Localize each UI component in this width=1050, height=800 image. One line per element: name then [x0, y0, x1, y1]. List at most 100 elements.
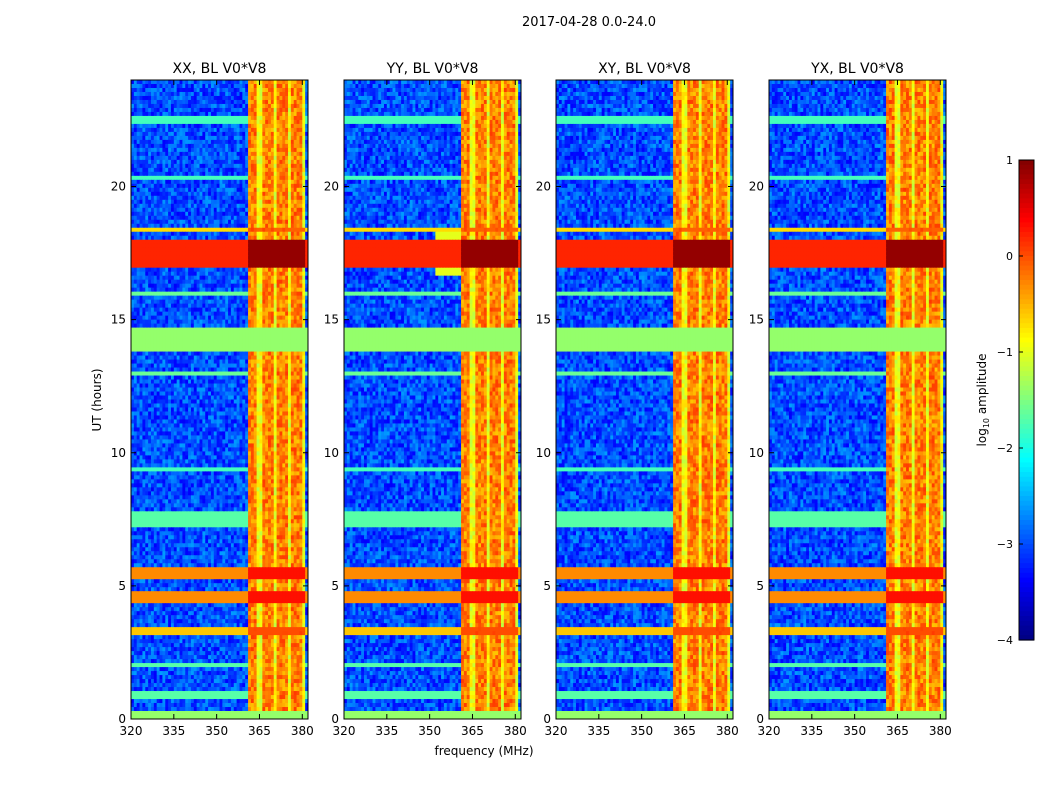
- heatmap-cell: [176, 243, 181, 249]
- heatmap-cell: [242, 87, 246, 93]
- heatmap-cell: [148, 151, 152, 157]
- heatmap-cell: [245, 243, 249, 249]
- heatmap-cell: [205, 287, 209, 293]
- heatmap-cell: [133, 263, 138, 269]
- heatmap-cell: [159, 383, 163, 389]
- heatmap-cell: [299, 223, 303, 229]
- heatmap-cell: [185, 391, 189, 397]
- heatmap-cell: [196, 351, 201, 357]
- heatmap-cell: [139, 307, 144, 313]
- heatmap-cell: [168, 227, 172, 233]
- heatmap-cell: [150, 143, 155, 149]
- heatmap-cell: [150, 235, 155, 241]
- heatmap-cell: [213, 239, 218, 245]
- heatmap-cell: [145, 391, 149, 397]
- heatmap-cell: [133, 319, 138, 325]
- heatmap-cell: [145, 315, 149, 321]
- heatmap-cell: [259, 251, 263, 257]
- heatmap-cell: [262, 203, 266, 209]
- heatmap-cell: [222, 219, 226, 225]
- heatmap-cell: [179, 187, 183, 193]
- heatmap-cell: [268, 279, 272, 285]
- heatmap-cell: [233, 179, 238, 185]
- heatmap-cell: [205, 327, 209, 333]
- heatmap-cell: [136, 367, 141, 373]
- heatmap-cell: [196, 327, 201, 333]
- heatmap-cell: [299, 347, 303, 353]
- heatmap-cell: [156, 179, 161, 185]
- heatmap-cell: [256, 347, 261, 353]
- heatmap-cell: [293, 355, 298, 361]
- heatmap-cell: [293, 331, 298, 337]
- heatmap-cell: [165, 135, 169, 141]
- heatmap-cell: [185, 107, 189, 113]
- heatmap-cell: [282, 379, 286, 385]
- heatmap-cell: [142, 279, 146, 285]
- heatmap-cell: [193, 131, 198, 137]
- heatmap-cell: [185, 211, 189, 217]
- heatmap-cell: [293, 175, 298, 181]
- heatmap-cell: [193, 263, 198, 269]
- heatmap-cell: [136, 167, 141, 173]
- heatmap-cell: [213, 219, 218, 225]
- heatmap-cell: [168, 371, 172, 377]
- heatmap-cell: [188, 239, 192, 245]
- heatmap-cell: [293, 223, 298, 229]
- heatmap-cell: [153, 131, 158, 137]
- heatmap-cell: [165, 171, 169, 177]
- heatmap-cell: [296, 215, 301, 221]
- heatmap-cell: [193, 335, 198, 341]
- heatmap-cell: [285, 275, 289, 281]
- heatmap-cell: [142, 139, 146, 145]
- heatmap-cell: [225, 343, 229, 349]
- heatmap-cell: [170, 335, 175, 341]
- heatmap-cell: [245, 291, 249, 297]
- heatmap-cell: [210, 195, 215, 201]
- heatmap-cell: [302, 307, 306, 313]
- heatmap-cell: [253, 323, 258, 329]
- heatmap-cell: [196, 275, 201, 281]
- heatmap-cell: [250, 187, 255, 193]
- heatmap-cell: [299, 319, 303, 325]
- heatmap-cell: [253, 339, 258, 345]
- heatmap-cell: [150, 87, 155, 93]
- heatmap-cell: [230, 183, 235, 189]
- heatmap-cell: [193, 359, 198, 365]
- heatmap-cell: [136, 139, 141, 145]
- heatmap-cell: [173, 191, 178, 197]
- heatmap-cell: [193, 339, 198, 345]
- heatmap-cell: [199, 195, 203, 201]
- heatmap-cell: [139, 215, 144, 221]
- heatmap-cell: [182, 323, 186, 329]
- heatmap-cell: [159, 367, 163, 373]
- heatmap-cell: [282, 267, 286, 273]
- heatmap-cell: [170, 175, 175, 181]
- heatmap-cell: [242, 91, 246, 97]
- heatmap-cell: [248, 107, 252, 113]
- heatmap-cell: [296, 243, 301, 249]
- heatmap-cell: [199, 139, 203, 145]
- heatmap-cell: [213, 211, 218, 217]
- heatmap-cell: [228, 83, 232, 89]
- heatmap-cell: [190, 267, 195, 273]
- heatmap-cell: [250, 203, 255, 209]
- heatmap-cell: [233, 311, 238, 317]
- heatmap-cell: [145, 151, 149, 157]
- heatmap-cell: [236, 279, 241, 285]
- heatmap-cell: [182, 267, 186, 273]
- heatmap-cell: [279, 183, 283, 189]
- heatmap-cell: [270, 227, 275, 233]
- heatmap-cell: [165, 351, 169, 357]
- heatmap-cell: [219, 387, 223, 393]
- heatmap-cell: [176, 331, 181, 337]
- heatmap-cell: [142, 135, 146, 141]
- heatmap-cell: [170, 131, 175, 137]
- heatmap-cell: [170, 187, 175, 193]
- heatmap-cell: [213, 367, 218, 373]
- heatmap-cell: [222, 367, 226, 373]
- heatmap-cell: [236, 163, 241, 169]
- heatmap-cell: [150, 371, 155, 377]
- heatmap-cell: [302, 199, 306, 205]
- heatmap-cell: [259, 167, 263, 173]
- heatmap-cell: [210, 267, 215, 273]
